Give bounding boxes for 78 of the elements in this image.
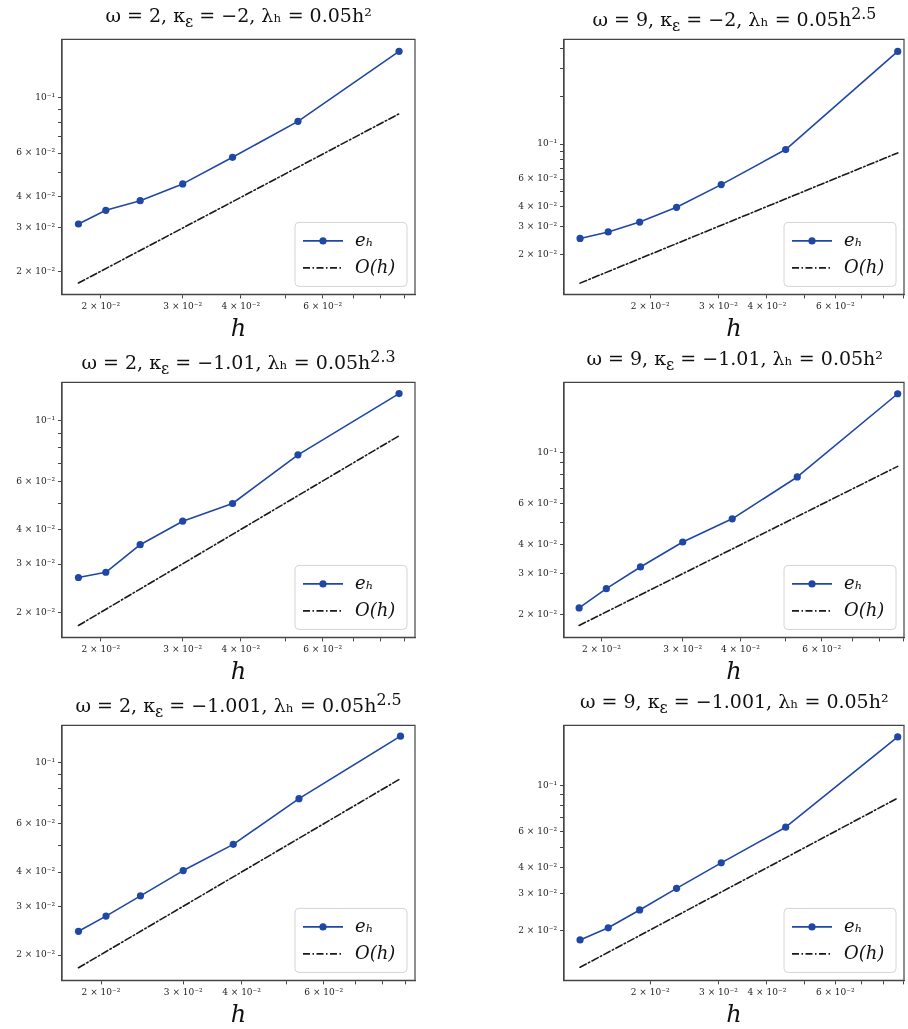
legend-label: O(h) xyxy=(355,941,396,963)
y-tick-label: 3 × 10⁻² xyxy=(16,222,56,233)
x-axis-title: h xyxy=(230,999,247,1028)
x-tick-label: 6 × 10⁻² xyxy=(815,987,856,998)
y-tick-label: 2 × 10⁻² xyxy=(16,606,56,617)
y-tick-label: 4 × 10⁻² xyxy=(518,862,558,873)
legend-label: O(h) xyxy=(355,255,396,277)
y-tick-label: 3 × 10⁻² xyxy=(16,900,56,911)
chart-title: ω = 2, κ$_{ε}$ = −1.001, λₕ = 0.05h$^{2.5}$ xyxy=(75,690,402,722)
legend-label: O(h) xyxy=(844,941,885,963)
legend-label: eₕ xyxy=(355,914,374,936)
y-tick-label: 4 × 10⁻² xyxy=(518,538,558,549)
x-tick-label: 6 × 10⁻² xyxy=(303,644,343,655)
y-tick-label: 3 × 10⁻² xyxy=(518,567,558,578)
x-tick-label: 3 × 10⁻² xyxy=(699,301,739,312)
x-tick-label: 4 × 10⁻² xyxy=(221,644,261,655)
y-tick-label: 3 × 10⁻² xyxy=(16,558,56,569)
legend-label: eₕ xyxy=(844,914,863,936)
y-tick-label: 10⁻¹ xyxy=(537,138,557,149)
chart-title: ω = 2, κ$_{ε}$ = −1.01, λₕ = 0.05h$^{2.3}$ xyxy=(81,347,396,379)
y-tick-label: 6 × 10⁻² xyxy=(518,825,558,836)
x-tick-label: 3 × 10⁻² xyxy=(163,644,203,655)
x-tick-label: 6 × 10⁻² xyxy=(802,644,842,655)
legend-label: eₕ xyxy=(355,571,374,593)
legend-label: O(h) xyxy=(844,598,885,620)
x-tick-label: 2 × 10⁻² xyxy=(81,301,121,312)
y-tick-label: 6 × 10⁻² xyxy=(16,817,56,828)
chart-title: ω = 9, κ$_{ε}$ = −1.01, λₕ = 0.05h² xyxy=(586,347,883,375)
x-tick-label: 3 × 10⁻² xyxy=(663,644,703,655)
x-tick-label: 4 × 10⁻² xyxy=(222,987,262,998)
y-tick-label: 6 × 10⁻² xyxy=(518,173,558,184)
y-tick-label: 4 × 10⁻² xyxy=(16,191,56,202)
y-tick-label: 3 × 10⁻² xyxy=(518,221,558,232)
legend-label: eₕ xyxy=(844,228,863,250)
x-tick-label: 4 × 10⁻² xyxy=(747,301,787,312)
chart-title: ω = 9, κ$_{ε}$ = −1.001, λₕ = 0.05h² xyxy=(580,690,889,718)
y-tick-label: 2 × 10⁻² xyxy=(16,266,56,276)
x-tick-label: 3 × 10⁻² xyxy=(163,301,203,312)
y-tick-label: 6 × 10⁻² xyxy=(16,147,56,158)
x-axis-title: h xyxy=(726,313,742,342)
x-tick-label: 3 × 10⁻² xyxy=(163,987,203,998)
y-tick-label: 2 × 10⁻² xyxy=(518,608,558,619)
y-tick-label: 4 × 10⁻² xyxy=(16,866,56,877)
legend-label: O(h) xyxy=(355,598,396,620)
x-tick-label: 4 × 10⁻² xyxy=(221,301,261,312)
x-tick-label: 6 × 10⁻² xyxy=(303,301,343,312)
y-tick-label: 10⁻¹ xyxy=(537,779,557,790)
x-tick-label: 3 × 10⁻² xyxy=(699,987,739,998)
y-tick-label: 3 × 10⁻² xyxy=(518,888,558,899)
x-tick-label: 4 × 10⁻² xyxy=(721,644,761,655)
x-tick-label: 2 × 10⁻² xyxy=(630,987,670,998)
y-tick-label: 6 × 10⁻² xyxy=(16,475,56,486)
legend-label: eₕ xyxy=(844,571,863,593)
x-tick-label: 2 × 10⁻² xyxy=(81,644,121,655)
y-tick-label: 10⁻¹ xyxy=(35,415,55,426)
x-tick-label: 2 × 10⁻² xyxy=(630,301,670,312)
x-axis-title: h xyxy=(230,656,247,685)
y-tick-label: 2 × 10⁻² xyxy=(518,248,558,259)
y-tick-label: 6 × 10⁻² xyxy=(518,498,558,508)
x-axis-title: h xyxy=(726,656,742,685)
chart-title: ω = 9, κ$_{ε}$ = −2, λₕ = 0.05h$^{2.5}$ xyxy=(592,4,877,36)
x-tick-label: 2 × 10⁻² xyxy=(581,644,622,655)
x-tick-label: 6 × 10⁻² xyxy=(815,301,856,312)
y-tick-label: 10⁻¹ xyxy=(537,446,557,457)
legend-label: O(h) xyxy=(844,255,885,277)
x-axis-title: h xyxy=(726,999,742,1028)
x-tick-label: 4 × 10⁻² xyxy=(747,987,787,998)
chart-title: ω = 2, κ$_{ε}$ = −2, λₕ = 0.05h² xyxy=(105,4,372,32)
y-tick-label: 4 × 10⁻² xyxy=(518,201,558,212)
x-tick-label: 6 × 10⁻² xyxy=(304,987,344,998)
y-tick-label: 4 × 10⁻² xyxy=(16,524,56,535)
y-tick-label: 2 × 10⁻² xyxy=(16,949,56,960)
legend-label: eₕ xyxy=(355,228,374,250)
x-axis-title: h xyxy=(230,313,247,342)
y-tick-label: 10⁻¹ xyxy=(35,756,55,767)
y-tick-label: 2 × 10⁻² xyxy=(518,924,558,935)
x-tick-label: 2 × 10⁻² xyxy=(81,987,121,998)
y-tick-label: 10⁻¹ xyxy=(35,92,55,103)
